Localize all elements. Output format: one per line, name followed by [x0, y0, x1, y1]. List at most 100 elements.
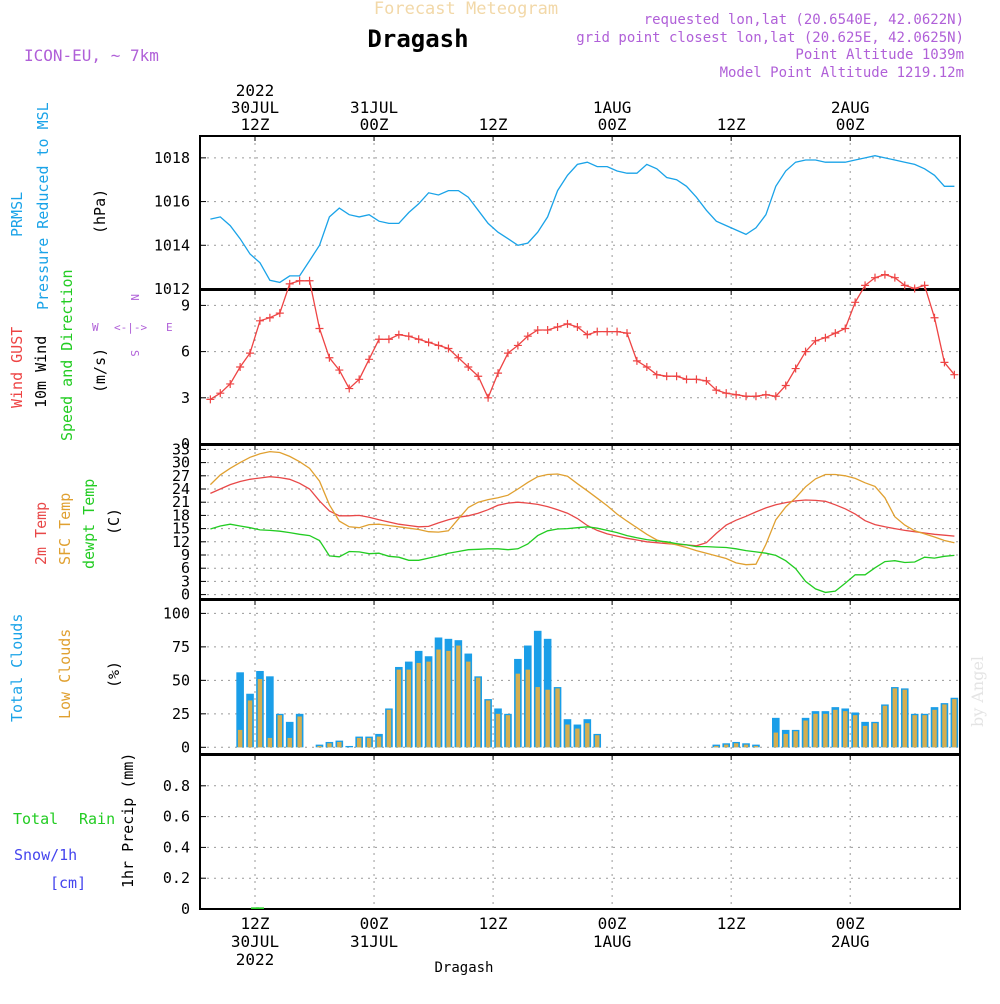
- y-tick-label: 33: [172, 440, 190, 458]
- low-cloud-bar: [297, 716, 302, 748]
- y-tick-label: 1012: [154, 280, 190, 298]
- y-tick-label: 0.6: [163, 808, 190, 826]
- gust-marker: [940, 358, 949, 367]
- temp-unit: (C): [105, 508, 123, 535]
- top-time-label: 12Z: [479, 115, 508, 134]
- y-tick-label: 18: [172, 506, 190, 524]
- bottom-time-label: 00Z: [598, 914, 627, 933]
- snow-unit-label: [cm]: [50, 874, 86, 892]
- gust-marker: [742, 392, 751, 401]
- gust-marker: [365, 355, 374, 364]
- gust-marker: [226, 379, 235, 388]
- temp-sfc-label: SFC Temp: [56, 493, 74, 565]
- y-tick-label: 75: [172, 638, 190, 656]
- precip-bar: [255, 907, 264, 909]
- low-cloud-bar: [337, 741, 342, 748]
- low-cloud-bar: [535, 687, 540, 748]
- low-cloud-bar: [852, 715, 858, 748]
- gust-marker: [375, 335, 383, 344]
- low-cloud-bar: [476, 677, 481, 748]
- low-cloud-bar: [813, 713, 818, 748]
- gridpoint-coords: grid point closest lon,lat (20.625E, 42.…: [576, 30, 964, 46]
- gust-marker: [623, 329, 631, 338]
- bottom-time-label: 2AUG: [831, 932, 870, 951]
- gust-marker: [533, 326, 542, 335]
- gust-marker: [404, 332, 413, 341]
- y-tick-label: 0: [181, 738, 190, 756]
- y-tick-label: 0.8: [163, 777, 190, 795]
- gust-line: [210, 273, 955, 400]
- gust-marker: [702, 376, 711, 385]
- gust-marker: [206, 395, 215, 404]
- precip-rain-label: Rain: [79, 810, 115, 828]
- gust-marker: [642, 363, 651, 371]
- gust-marker: [632, 356, 641, 365]
- low-cloud-bar: [892, 688, 898, 748]
- y-tick-label: 6: [181, 343, 190, 361]
- bottom-time-label: 12Z: [479, 914, 508, 933]
- y-tick-label: 50: [172, 671, 190, 689]
- gust-marker: [315, 324, 324, 333]
- gust-marker: [295, 276, 304, 285]
- total-cloud-bar: [236, 672, 244, 748]
- bottom-time-label: 31JUL: [350, 932, 398, 951]
- y-tick-label: 12: [172, 533, 190, 551]
- low-cloud-bar: [872, 723, 878, 748]
- y-tick-label: 1014: [154, 236, 190, 254]
- top-time-label: 31JUL: [350, 98, 398, 117]
- gust-marker: [821, 333, 830, 342]
- low-cloud-bar: [466, 661, 471, 748]
- gust-marker: [285, 279, 294, 288]
- y-tick-label: 9: [181, 546, 190, 564]
- gust-marker: [861, 281, 870, 290]
- panel-frame: [199, 135, 961, 290]
- precip-total-label: Total: [13, 810, 58, 828]
- point-altitude: Point Altitude 1039m: [795, 47, 964, 63]
- low-cloud-bar: [753, 745, 759, 748]
- gust-marker: [236, 363, 245, 371]
- model-altitude: Model Point Altitude 1219.12m: [720, 65, 964, 81]
- gust-marker: [722, 389, 731, 398]
- gust-marker: [900, 281, 909, 290]
- low-cloud-bar: [505, 715, 511, 748]
- low-cloud-bar: [317, 745, 322, 748]
- y-tick-label: 21: [172, 493, 190, 511]
- low-cloud-bar: [803, 720, 808, 748]
- low-cloud-bar: [456, 645, 461, 748]
- model-label: ICON-EU, ~ 7km: [24, 46, 159, 65]
- wind-gust-label: Wind GUST: [8, 327, 26, 408]
- gust-marker: [603, 327, 612, 336]
- gust-marker: [444, 344, 453, 353]
- bottom-time-label: 00Z: [836, 914, 865, 933]
- credit-label: by Angel: [968, 656, 987, 727]
- gust-marker: [583, 330, 592, 339]
- gust-marker: [781, 381, 790, 390]
- gust-marker: [920, 281, 929, 290]
- low-cloud-bar: [396, 669, 402, 748]
- gust-marker: [573, 322, 582, 331]
- gust-marker: [791, 364, 800, 373]
- snow-label: Snow/1h: [14, 846, 77, 864]
- top-time-label: 2022: [236, 81, 275, 100]
- top-time-label: 12Z: [717, 115, 746, 134]
- low-clouds-label: Low Clouds: [56, 629, 74, 719]
- compass-w: W: [92, 321, 99, 334]
- compass-legend: W <-|-> E N S: [92, 294, 173, 357]
- sfctemp-line: [209, 450, 955, 566]
- prmsl-label: PRMSL: [8, 192, 26, 237]
- faint-subtitle: Forecast Meteogram: [374, 0, 558, 19]
- gust-marker: [593, 327, 602, 336]
- low-cloud-bar: [882, 705, 888, 748]
- low-cloud-bar: [595, 735, 600, 748]
- gust-marker: [513, 341, 522, 350]
- gust-marker: [563, 319, 572, 328]
- gust-marker: [494, 369, 503, 378]
- gust-marker: [930, 313, 939, 322]
- panel-frame: [199, 754, 961, 910]
- gust-marker: [871, 273, 879, 282]
- gust-marker: [811, 336, 820, 345]
- wind-panel: 0 3 6 9: [181, 270, 961, 453]
- precip-unit: 1hr Precip (mm): [119, 753, 137, 888]
- low-cloud-bar: [356, 737, 362, 748]
